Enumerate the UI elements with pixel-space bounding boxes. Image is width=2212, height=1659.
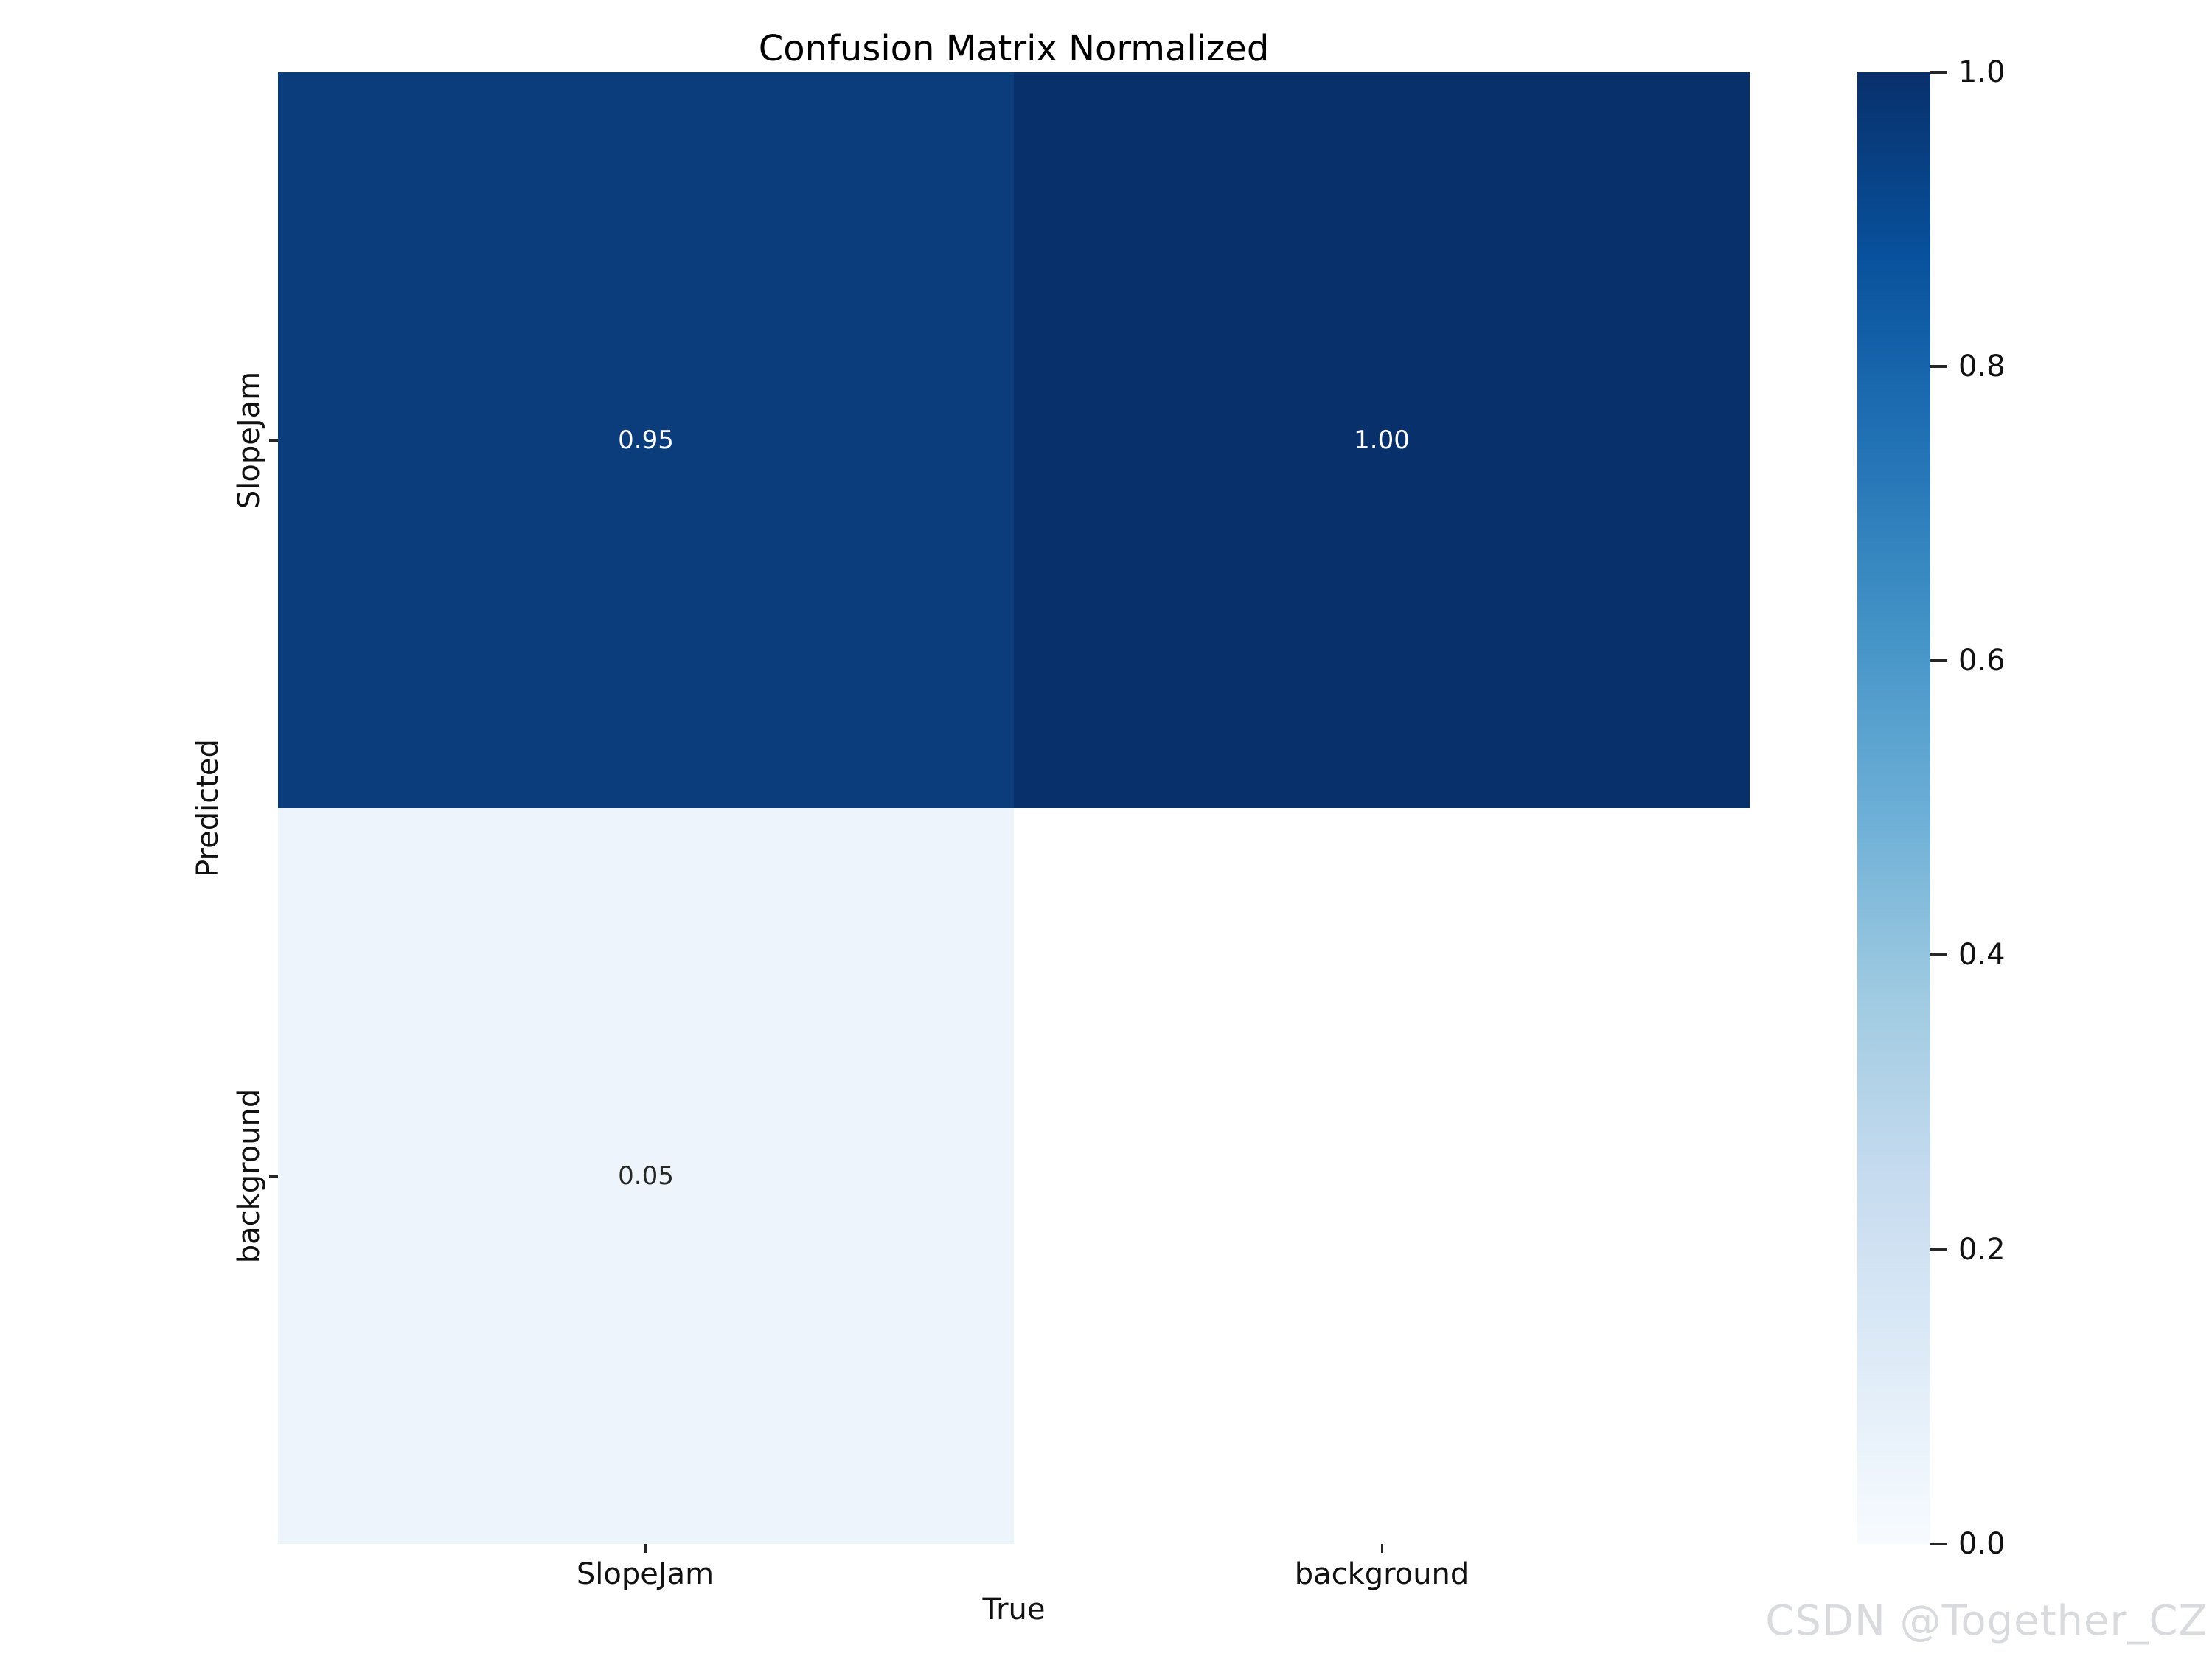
chart-title: Confusion Matrix Normalized: [758, 28, 1270, 69]
colorbar-tick-mark: [1930, 659, 1947, 662]
y-tick-label-background: background: [232, 1088, 266, 1264]
cell-value-label: 0.05: [618, 1161, 674, 1191]
x-tick-label-slopejam: SlopeJam: [576, 1557, 714, 1591]
y-tick-mark: [269, 439, 278, 442]
colorbar-gradient: [1857, 72, 1930, 1544]
colorbar-tick-label: 0.6: [1958, 644, 2006, 678]
colorbar-tick-mark: [1930, 953, 1947, 956]
x-tick-label-background: background: [1294, 1557, 1470, 1591]
cell-value-label: 1.00: [1354, 425, 1410, 455]
colorbar-tick-label: 0.2: [1958, 1233, 2006, 1267]
heatmap-cell-pred-slopejam-true-background: 1.00: [1014, 72, 1750, 808]
cell-value-label: 0.95: [618, 425, 674, 455]
colorbar-tick-mark: [1930, 1543, 1947, 1545]
colorbar-tick-label: 0.4: [1958, 938, 2006, 972]
colorbar-tick-mark: [1930, 365, 1947, 368]
colorbar-tick-label: 1.0: [1958, 55, 2006, 89]
colorbar-tick-label: 0.8: [1958, 349, 2006, 383]
y-tick-mark: [269, 1175, 278, 1178]
colorbar-tick-label: 0.0: [1958, 1527, 2006, 1561]
y-axis-label: Predicted: [191, 739, 225, 877]
x-tick-mark: [644, 1544, 647, 1553]
csdn-watermark: CSDN @Together_CZ: [1765, 1597, 2208, 1645]
heatmap-cell-pred-slopejam-true-slopejam: 0.95: [278, 72, 1014, 808]
colorbar-tick-mark: [1930, 71, 1947, 74]
x-axis-label: True: [982, 1593, 1046, 1627]
heatmap-plot-area: 0.95 1.00 0.05: [278, 72, 1750, 1544]
heatmap-cell-pred-background-true-slopejam: 0.05: [278, 808, 1014, 1544]
x-tick-mark: [1381, 1544, 1383, 1553]
y-tick-label-slopejam: SlopeJam: [232, 371, 266, 509]
heatmap-cell-pred-background-true-background: [1014, 808, 1750, 1544]
colorbar-tick-mark: [1930, 1248, 1947, 1251]
